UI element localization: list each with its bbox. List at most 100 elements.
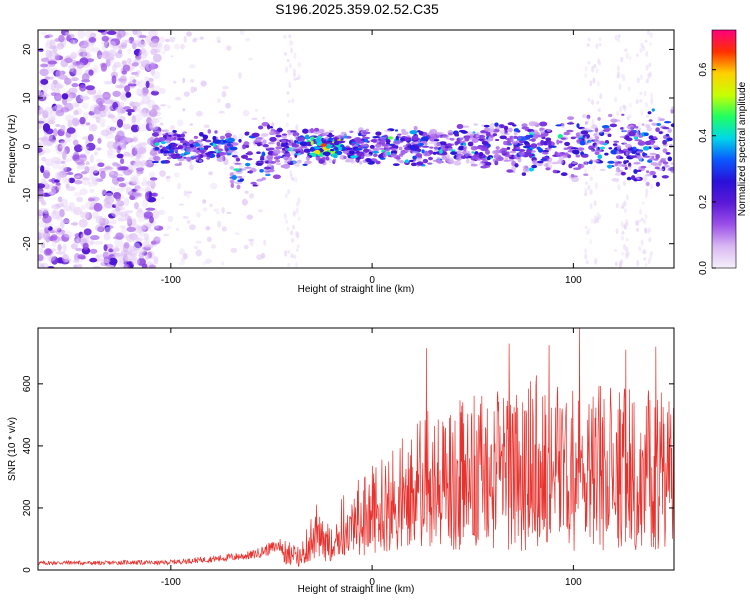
heatmap-cell bbox=[633, 161, 641, 165]
heatmap-cell bbox=[186, 156, 192, 162]
heatmap-cell bbox=[230, 179, 235, 184]
heatmap-cell bbox=[614, 161, 619, 167]
heatmap-cell bbox=[608, 113, 613, 118]
snr-y-tick-label: 600 bbox=[22, 375, 33, 392]
heatmap-cell bbox=[111, 246, 120, 251]
heatmap-cell bbox=[655, 127, 660, 132]
heatmap-cell bbox=[194, 142, 200, 147]
heatmap-cell bbox=[433, 139, 440, 142]
heatmap-cell bbox=[625, 252, 629, 259]
heatmap-cell bbox=[127, 255, 138, 261]
heatmap-cell bbox=[292, 210, 296, 216]
heatmap-cell bbox=[52, 209, 57, 215]
heatmap-cell bbox=[79, 116, 86, 125]
heatmap-cell bbox=[296, 202, 299, 207]
heatmap-cell bbox=[226, 211, 232, 214]
heatmap-cell bbox=[411, 162, 417, 167]
heatmap-cell bbox=[481, 124, 485, 127]
heatmap-cell bbox=[63, 230, 73, 238]
heatmap-cell bbox=[647, 30, 650, 36]
heatmap-cell bbox=[51, 204, 61, 210]
heatmap-cell bbox=[578, 163, 582, 169]
heatmap-cell bbox=[205, 139, 212, 143]
heatmap-cell bbox=[141, 95, 151, 105]
heatmap-cell bbox=[93, 151, 98, 156]
heatmap-cell bbox=[617, 65, 620, 72]
heatmap-cell bbox=[596, 211, 600, 219]
heatmap-cell bbox=[252, 184, 258, 187]
heatmap-cell bbox=[134, 202, 139, 210]
heatmap-cell bbox=[584, 181, 588, 185]
heatmap-cell bbox=[126, 57, 132, 64]
heatmap-cell bbox=[216, 211, 220, 215]
heatmap-cell bbox=[362, 136, 370, 140]
heatmap-cell bbox=[103, 244, 108, 252]
heatmap-cell bbox=[42, 84, 48, 93]
heatmap-cell bbox=[625, 218, 629, 226]
heatmap-cell bbox=[448, 132, 453, 136]
heatmap-cell bbox=[62, 243, 67, 252]
heatmap-cell bbox=[123, 151, 131, 157]
heatmap-cell bbox=[566, 129, 574, 133]
heatmap-cell bbox=[159, 170, 166, 177]
heatmap-cell bbox=[64, 31, 71, 36]
colorbar-tick-label: 0.0 bbox=[698, 261, 709, 275]
heatmap-cell bbox=[38, 137, 48, 141]
heatmap-cell bbox=[135, 184, 142, 193]
heatmap-cell bbox=[163, 153, 172, 156]
heatmap-cell bbox=[103, 166, 114, 170]
heatmap-cell bbox=[284, 52, 287, 56]
heatmap-cell bbox=[622, 74, 626, 82]
heatmap-cell bbox=[139, 245, 145, 253]
heatmap-cell bbox=[189, 123, 193, 126]
heatmap-y-axis: -20 -10 0 10 20 bbox=[22, 43, 674, 251]
heatmap-cell bbox=[302, 128, 309, 134]
heatmap-cell bbox=[296, 77, 300, 81]
heatmap-cell bbox=[288, 63, 292, 69]
heatmap-cell bbox=[405, 137, 410, 142]
heatmap-cell bbox=[617, 184, 621, 191]
heatmap-cell bbox=[103, 99, 114, 105]
heatmap-cell bbox=[68, 87, 78, 94]
heatmap-cell bbox=[275, 134, 282, 138]
heatmap-cell bbox=[102, 40, 112, 47]
heatmap-cell bbox=[494, 153, 498, 159]
heatmap-cell bbox=[64, 77, 72, 85]
heatmap-cell bbox=[60, 107, 70, 113]
heatmap-cell bbox=[473, 123, 478, 126]
heatmap-cell bbox=[75, 247, 83, 252]
heatmap-cell bbox=[51, 177, 56, 184]
heatmap-cell bbox=[636, 259, 640, 267]
heatmap-cell bbox=[507, 122, 515, 126]
heatmap-cell bbox=[338, 146, 343, 151]
heatmap-cell bbox=[484, 127, 490, 132]
heatmap-cell bbox=[120, 195, 125, 200]
heatmap-cell bbox=[208, 171, 214, 176]
heatmap-cell bbox=[598, 36, 602, 42]
heatmap-cell bbox=[113, 236, 123, 240]
heatmap-x-axis: -100 0 100 bbox=[161, 30, 582, 286]
heatmap-cell bbox=[194, 245, 198, 250]
heatmap-cell bbox=[43, 170, 50, 179]
heatmap-cell bbox=[89, 188, 95, 193]
heatmap-cell bbox=[95, 97, 105, 105]
heatmap-cell bbox=[594, 149, 603, 153]
heatmap-cell bbox=[134, 153, 145, 159]
heatmap-cell bbox=[599, 131, 605, 137]
heatmap-cell bbox=[125, 234, 135, 242]
heatmap-cell bbox=[287, 263, 291, 267]
heatmap-cell bbox=[637, 140, 646, 146]
heatmap-cell bbox=[290, 253, 294, 259]
heatmap-cell bbox=[136, 152, 142, 159]
heatmap-cell bbox=[446, 157, 454, 163]
heatmap-cell bbox=[145, 92, 152, 99]
heatmap-cell bbox=[73, 258, 84, 263]
heatmap-cell bbox=[624, 166, 628, 170]
heatmap-cell bbox=[287, 250, 291, 254]
heatmap-cell bbox=[95, 215, 104, 224]
heatmap-cell bbox=[596, 216, 600, 224]
heatmap-x-tick-label: -100 bbox=[161, 275, 181, 286]
heatmap-cell bbox=[291, 142, 297, 147]
heatmap-cell bbox=[636, 220, 640, 226]
heatmap-cell bbox=[190, 79, 195, 83]
